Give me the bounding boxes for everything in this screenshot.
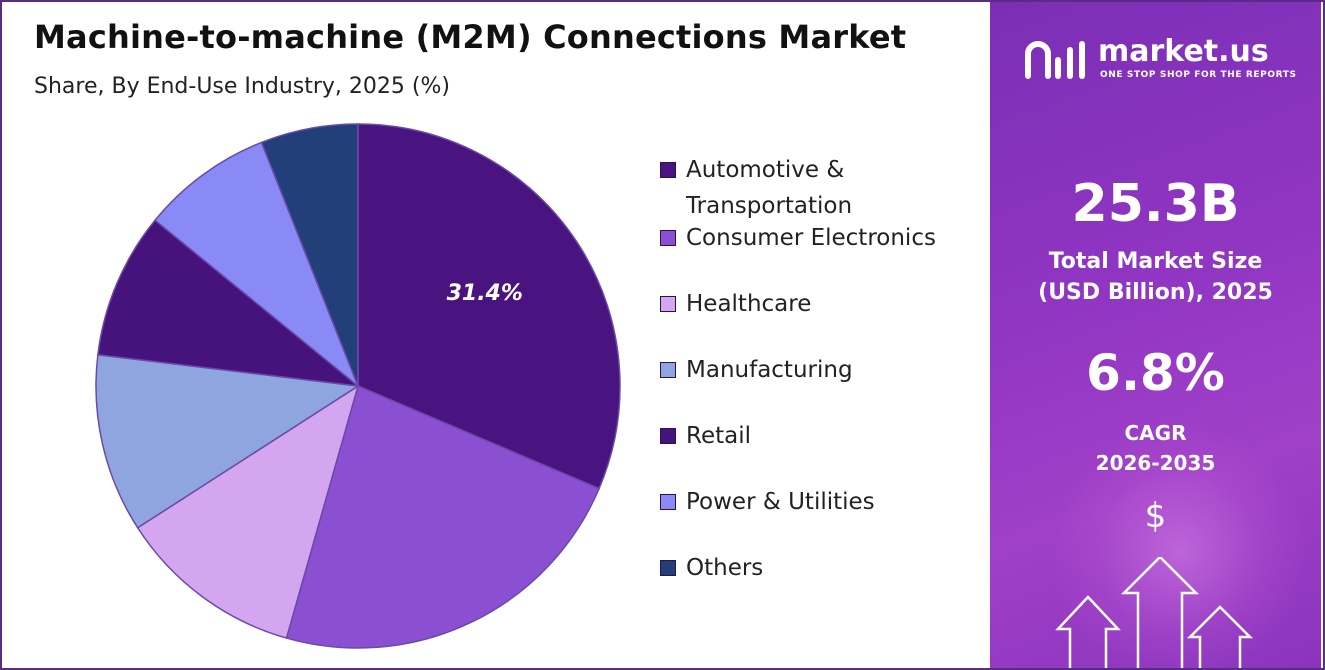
legend-swatch: [660, 230, 676, 246]
growth-arrows-icon: [1055, 557, 1254, 668]
legend-swatch: [660, 362, 676, 378]
cagr-label-line1: CAGR: [1124, 421, 1187, 445]
cagr-value: 6.8%: [1086, 344, 1225, 402]
pie-slice-automotive-transportation: [357, 123, 621, 490]
legend-swatch: [660, 428, 676, 444]
market-size-label-line2: (USD Billion), 2025: [1038, 280, 1273, 305]
chart-panel: Machine-to-machine (M2M) Connections Mar…: [2, 2, 988, 668]
chart-subtitle: Share, By End-Use Industry, 2025 (%): [34, 74, 450, 99]
legend-label: Retail: [686, 423, 751, 449]
legend-swatch: [660, 296, 676, 312]
stats-panel: market.us ONE STOP SHOP FOR THE REPORTS …: [990, 2, 1321, 668]
background-glow: [1050, 422, 1310, 668]
legend-label: Automotive & Transportation: [686, 157, 853, 219]
pie-slice-manufacturing: [95, 353, 361, 529]
legend-item: Healthcare: [660, 286, 976, 322]
legend-item: Manufacturing: [660, 352, 976, 388]
brand-name: market.us: [1098, 34, 1269, 69]
legend-label: Power & Utilities: [686, 489, 875, 515]
pie-chart: 31.4%: [95, 123, 621, 649]
dollar-icon: $: [1144, 496, 1167, 536]
pie-data-label: 31.4%: [447, 281, 523, 306]
legend-item: Power & Utilities: [660, 484, 976, 520]
cagr-label: CAGR 2026-2035: [990, 418, 1321, 478]
legend-swatch: [660, 560, 676, 576]
pie-slice-retail: [97, 219, 361, 388]
pie-slice-others: [260, 123, 359, 387]
legend-label: Consumer Electronics: [686, 225, 936, 251]
chart-title: Machine-to-machine (M2M) Connections Mar…: [34, 18, 907, 56]
legend-item: Automotive & Transportation: [660, 152, 976, 224]
legend-swatch: [660, 494, 676, 510]
cagr-label-line2: 2026-2035: [1095, 451, 1216, 475]
legend-label: Others: [686, 555, 764, 581]
legend-label: Manufacturing: [686, 357, 853, 383]
legend-label: Healthcare: [686, 291, 812, 317]
market-size-label: Total Market Size (USD Billion), 2025: [990, 246, 1321, 308]
market-us-logo-icon: [1025, 41, 1085, 79]
pie-slice-consumer-electronics: [285, 384, 601, 649]
pie-slice-power-utilities: [154, 141, 360, 389]
market-size-value: 25.3B: [1071, 174, 1240, 234]
legend-item: Retail: [660, 418, 976, 454]
legend-swatch: [660, 162, 676, 178]
legend-item: Consumer Electronics: [660, 220, 976, 256]
legend-item: Others: [660, 550, 976, 586]
brand-tagline: ONE STOP SHOP FOR THE REPORTS: [1100, 70, 1297, 80]
market-size-label-line1: Total Market Size: [1048, 249, 1263, 274]
pie-slice-healthcare: [136, 384, 360, 639]
